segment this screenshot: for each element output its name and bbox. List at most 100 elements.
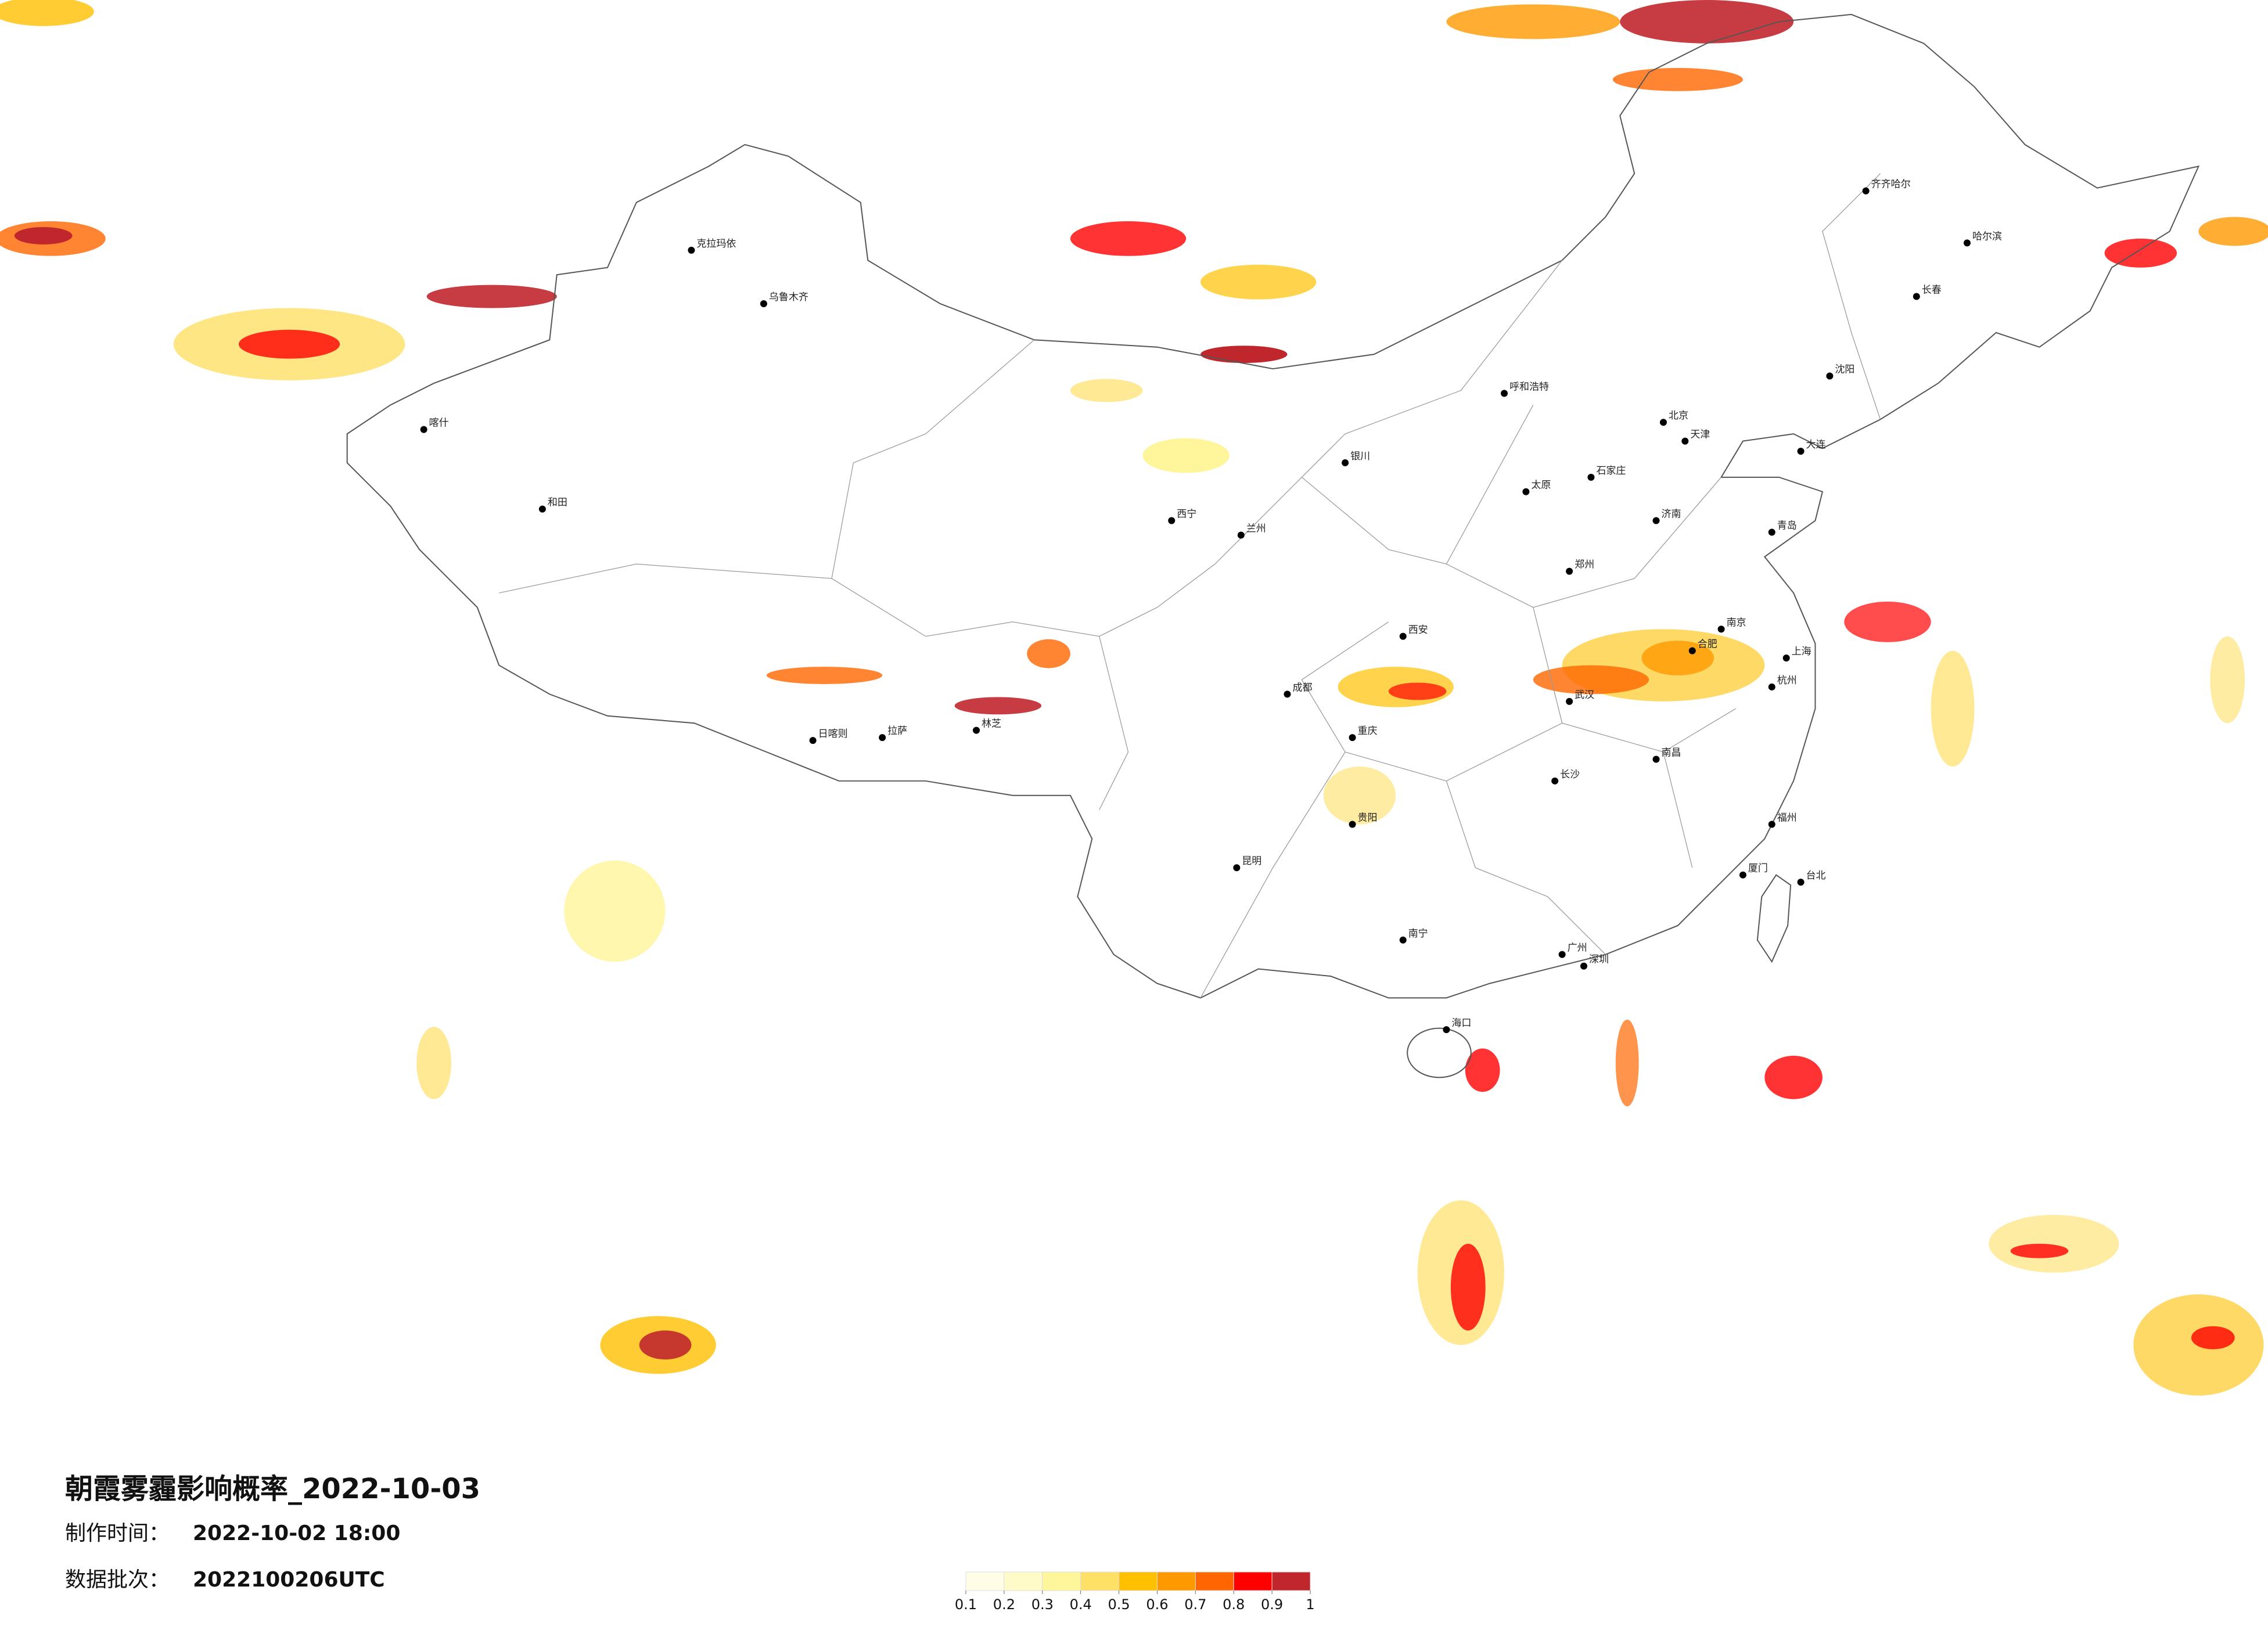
legend-swatch xyxy=(1233,1571,1273,1591)
hainan-outline xyxy=(1407,1027,1472,1078)
city-dot xyxy=(879,734,886,742)
city-label: 长春 xyxy=(1922,285,1942,296)
info-block: 制作时间： 2022-10-02 18:00 数据批次： 2022100206UTC xyxy=(65,1521,400,1592)
city-dot xyxy=(1717,625,1725,633)
city-label: 深圳 xyxy=(1589,954,1609,966)
city-label: 南京 xyxy=(1727,617,1746,628)
city-dot xyxy=(1233,864,1241,872)
city-dot xyxy=(1443,1026,1450,1034)
city-dot xyxy=(1237,531,1245,539)
city-label: 青岛 xyxy=(1777,520,1797,531)
city-label: 上海 xyxy=(1792,646,1811,657)
city-dot xyxy=(1659,419,1667,426)
city-label: 林芝 xyxy=(982,718,1001,730)
legend-tick-label: 0.3 xyxy=(1031,1596,1054,1613)
city-label: 贵阳 xyxy=(1358,812,1378,824)
city-dot xyxy=(1342,459,1349,466)
city-dot xyxy=(1768,528,1775,536)
city-dot xyxy=(809,737,817,744)
city-dot xyxy=(1349,821,1356,828)
haze-layer xyxy=(0,0,2268,1396)
city-dot xyxy=(538,505,546,513)
city-dot xyxy=(420,426,427,433)
city-label: 日喀则 xyxy=(818,728,848,740)
city-dot xyxy=(1168,517,1176,524)
city-label: 西安 xyxy=(1408,624,1428,636)
taiwan-outline xyxy=(1756,874,1792,963)
city-label: 济南 xyxy=(1662,509,1681,520)
city-label: 重庆 xyxy=(1358,725,1378,737)
city-label: 成都 xyxy=(1292,682,1312,693)
city-label: 福州 xyxy=(1777,812,1797,824)
city-dot xyxy=(1284,690,1291,698)
city-label: 南昌 xyxy=(1662,747,1681,758)
map-title: 朝霞雾霾影响概率_2022-10-03 xyxy=(65,1473,480,1505)
city-dot xyxy=(973,726,980,734)
city-dot xyxy=(1501,390,1508,397)
city-dot xyxy=(1768,683,1775,690)
city-dot xyxy=(1826,372,1834,380)
legend-tick-label: 0.1 xyxy=(955,1596,977,1613)
city-label: 长沙 xyxy=(1560,769,1580,780)
legend-swatch xyxy=(1004,1571,1043,1591)
city-dot xyxy=(1399,632,1407,640)
city-label: 台北 xyxy=(1806,870,1826,882)
city-label: 喀什 xyxy=(429,418,449,429)
city-label: 齐齐哈尔 xyxy=(1871,179,1911,190)
legend-tick-label: 0.7 xyxy=(1184,1596,1206,1613)
city-dot xyxy=(1587,473,1595,481)
legend-tick-label: 0.4 xyxy=(1070,1596,1092,1613)
city-dot xyxy=(1652,517,1660,524)
city-label: 乌鲁木齐 xyxy=(769,292,808,303)
city-dot xyxy=(1558,951,1566,958)
legend-tick-label: 0.9 xyxy=(1261,1596,1283,1613)
city-label: 昆明 xyxy=(1242,855,1261,867)
city-label: 哈尔滨 xyxy=(1972,231,2002,242)
city-dot xyxy=(760,300,767,307)
city-dot xyxy=(1399,936,1407,944)
city-dot xyxy=(1349,734,1356,742)
city-dot xyxy=(1551,777,1559,785)
legend-swatch xyxy=(965,1571,1005,1591)
city-label: 沈阳 xyxy=(1835,364,1854,376)
city-dot xyxy=(1652,756,1660,763)
city-label: 郑州 xyxy=(1575,559,1594,571)
legend: 0.1 0.2 0.3 0.4 0.5 0.6 0.7 0.8 0.9 1 xyxy=(955,1571,1315,1613)
legend-tick-label: 0.5 xyxy=(1108,1596,1130,1613)
city-dot xyxy=(1739,871,1746,879)
city-label: 武汉 xyxy=(1575,689,1594,701)
legend-tick-label: 1 xyxy=(1306,1596,1314,1613)
city-label: 北京 xyxy=(1669,410,1688,422)
city-dot xyxy=(1797,879,1805,886)
legend-swatch xyxy=(1119,1571,1158,1591)
legend-swatch xyxy=(1080,1571,1120,1591)
city-label: 兰州 xyxy=(1246,523,1266,534)
city-label: 海口 xyxy=(1451,1017,1471,1029)
city-label: 合肥 xyxy=(1698,639,1717,650)
info-value: 2022100206UTC xyxy=(193,1568,385,1592)
legend-tick-label: 0.6 xyxy=(1146,1596,1168,1613)
city-label: 大连 xyxy=(1806,439,1826,451)
city-label: 银川 xyxy=(1350,451,1370,462)
province-borders xyxy=(499,173,1881,998)
city-label: 拉萨 xyxy=(887,725,907,737)
info-label: 制作时间： xyxy=(65,1521,170,1545)
city-label: 厦门 xyxy=(1748,863,1768,875)
legend-swatch xyxy=(1042,1571,1081,1591)
city-label: 西宁 xyxy=(1177,509,1196,520)
city-label: 天津 xyxy=(1690,429,1710,441)
legend-swatch xyxy=(1195,1571,1234,1591)
city-dot xyxy=(1797,448,1805,455)
city-dot xyxy=(1963,239,1971,247)
city-label: 呼和浩特 xyxy=(1509,381,1549,393)
legend-tick-label: 0.2 xyxy=(993,1596,1015,1613)
legend-tick-label: 0.8 xyxy=(1223,1596,1245,1613)
city-dot xyxy=(1566,567,1573,575)
info-value: 2022-10-02 18:00 xyxy=(193,1521,400,1545)
legend-swatch xyxy=(1156,1571,1196,1591)
city-dot xyxy=(1681,437,1689,445)
city-dot xyxy=(1566,697,1573,705)
